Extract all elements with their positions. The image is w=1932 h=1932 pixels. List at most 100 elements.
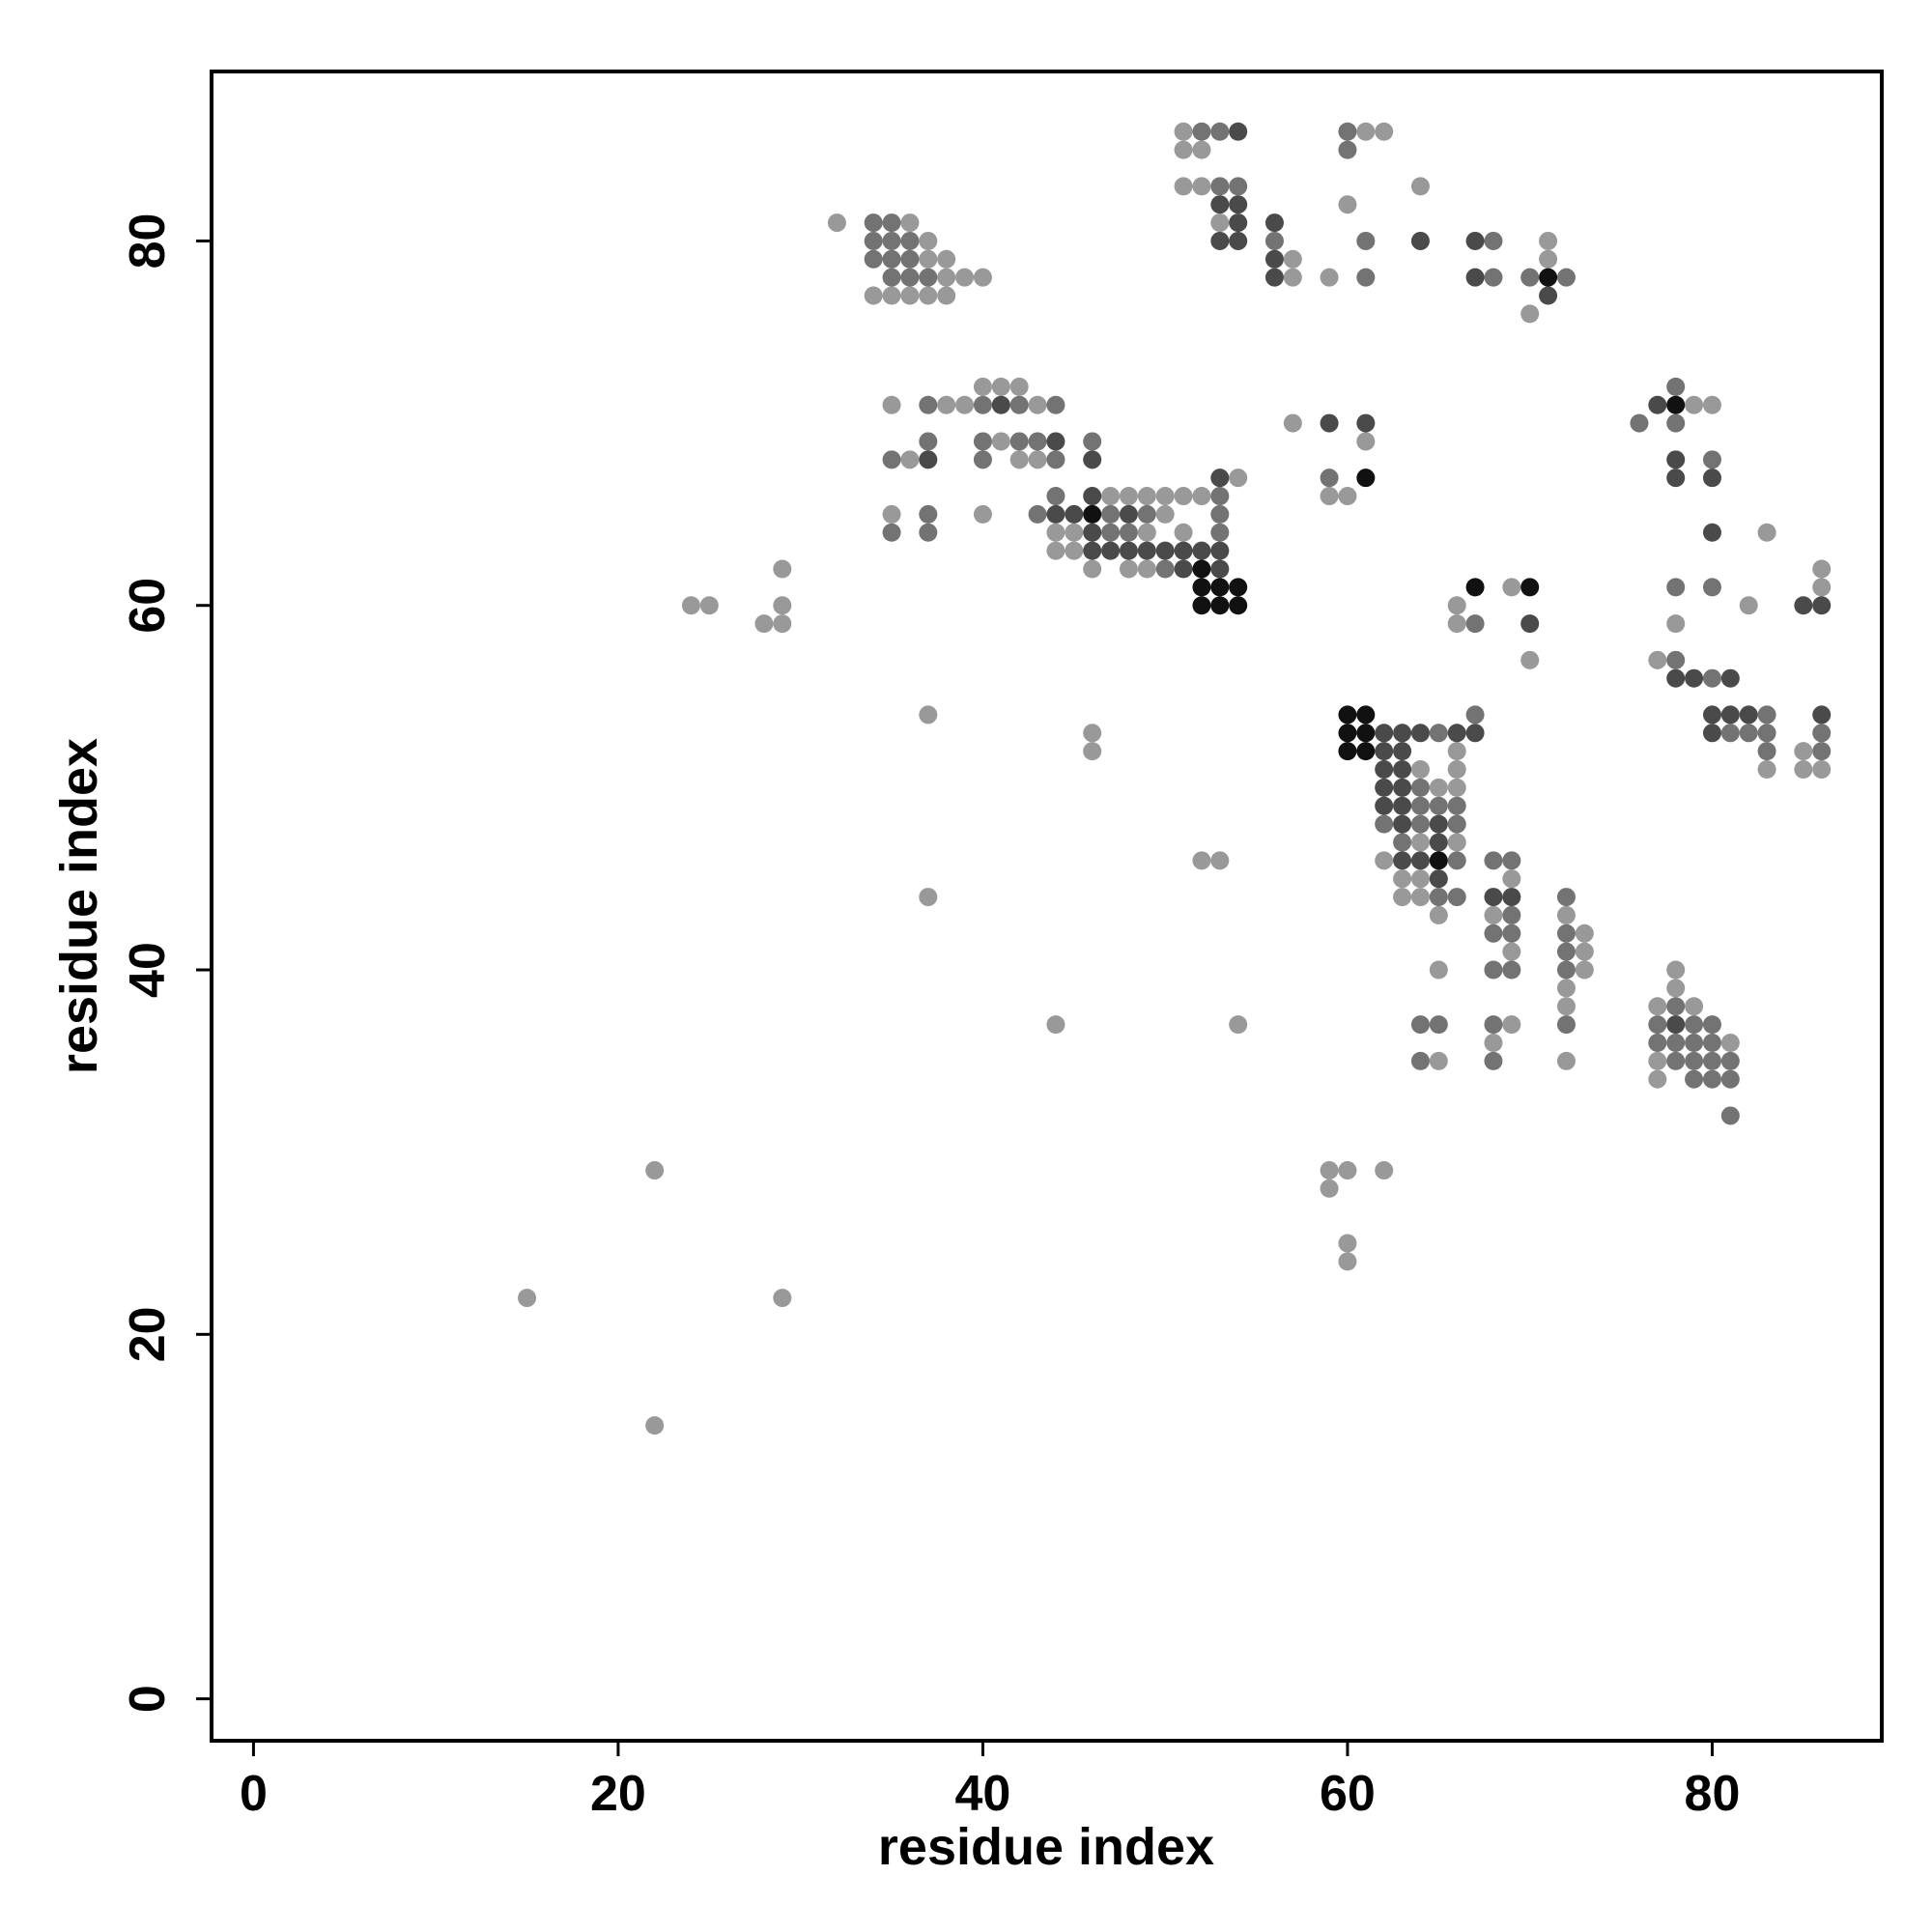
contact-point [900,286,920,305]
contact-point [1174,122,1193,141]
contact-point [882,286,901,305]
contact-point [900,231,920,250]
contact-point [882,450,901,469]
contact-point [1155,487,1175,506]
contact-point [1447,796,1466,815]
contact-point [919,432,938,451]
contact-point [1356,231,1376,250]
contact-point [1083,541,1102,560]
contact-point [1429,869,1448,889]
contact-point [1065,523,1084,542]
contact-point [681,596,700,615]
contact-point [1429,724,1448,743]
contact-point [1757,705,1776,724]
contact-point [1410,851,1430,870]
contact-point [1812,559,1832,579]
contact-point [645,1161,665,1180]
y-tick-label: 80 [120,213,176,270]
contact-point [882,504,901,524]
contact-point [1083,487,1102,506]
contact-point [1556,942,1576,961]
x-tick-label: 40 [955,1766,1011,1822]
contact-point [882,249,901,269]
contact-point [1028,504,1047,524]
contact-point [1666,377,1686,396]
contact-point [1192,140,1211,159]
contact-point [882,523,901,542]
contact-point [1393,869,1412,889]
contact-point [1210,578,1230,597]
contact-point [1666,1015,1686,1035]
contact-point [1320,1161,1339,1180]
contact-point [1720,1051,1740,1070]
contact-point [1685,668,1704,688]
contact-point [1739,705,1758,724]
contact-point [518,1289,537,1308]
contact-point [1666,960,1686,980]
x-tick-label: 20 [590,1766,646,1822]
contact-point [1155,504,1175,524]
contact-point [1283,249,1302,269]
contact-point [1009,450,1029,469]
contact-point [1484,905,1503,924]
contact-point [919,395,938,414]
contact-point [1666,450,1686,469]
contact-point [1210,213,1230,233]
contact-point [1702,395,1721,414]
contact-point [1648,1015,1667,1035]
contact-point [1447,614,1466,634]
contact-point [1009,432,1029,451]
contact-point [1393,796,1412,815]
contact-point [1375,742,1394,761]
contact-point [973,450,992,469]
contact-point [1393,724,1412,743]
contact-point [1648,650,1667,669]
contact-point [955,395,975,414]
contact-point [900,268,920,287]
contact-point [937,286,956,305]
contact-point [1009,395,1029,414]
contact-point [1429,1015,1448,1035]
contact-point [1119,523,1138,542]
contact-point [1429,814,1448,834]
contact-point [1502,942,1521,961]
contact-point [1666,650,1686,669]
contact-point [1502,869,1521,889]
contact-point [1429,960,1448,980]
contact-point [1192,578,1211,597]
contact-point [1356,724,1376,743]
contact-point [1338,1161,1357,1180]
contact-point [1429,796,1448,815]
contact-point [1356,469,1376,488]
contact-point [1757,760,1776,780]
contact-point [1119,559,1138,579]
contact-point [1009,377,1029,396]
contact-point [1794,760,1813,780]
contact-point [955,268,975,287]
contact-point [1429,778,1448,797]
contact-point [1356,122,1376,141]
contact-point [1210,559,1230,579]
contact-point [1174,559,1193,579]
contact-point [1028,395,1047,414]
contact-point [1685,1015,1704,1035]
contact-point [882,231,901,250]
contact-point [882,395,901,414]
contact-point [1702,450,1721,469]
contact-point [1155,541,1175,560]
contact-point [1119,504,1138,524]
contact-point [1757,523,1776,542]
contact-point [1812,724,1832,743]
contact-point [1393,742,1412,761]
contact-point [1666,1033,1686,1052]
contact-point [882,268,901,287]
contact-point [1210,487,1230,506]
contact-point [1794,596,1813,615]
contact-point [1410,1015,1430,1035]
contact-point [1666,578,1686,597]
contact-point [1447,724,1466,743]
contact-point [1410,796,1430,815]
contact-point [1447,851,1466,870]
contact-point [1210,504,1230,524]
contact-point [699,596,719,615]
